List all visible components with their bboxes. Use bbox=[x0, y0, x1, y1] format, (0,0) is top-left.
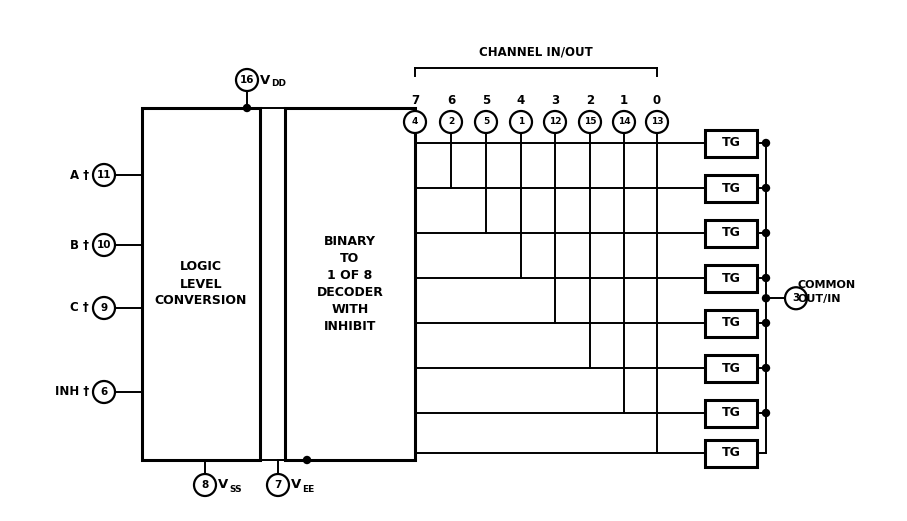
Text: V: V bbox=[291, 478, 301, 491]
Text: 4: 4 bbox=[412, 118, 418, 127]
Circle shape bbox=[440, 111, 462, 133]
Circle shape bbox=[267, 474, 289, 496]
Text: A †: A † bbox=[70, 168, 89, 181]
Text: 2: 2 bbox=[448, 118, 454, 127]
Text: 1: 1 bbox=[518, 118, 524, 127]
Text: C †: C † bbox=[70, 302, 89, 315]
Circle shape bbox=[763, 140, 769, 146]
Circle shape bbox=[763, 295, 769, 302]
Bar bbox=[705, 219, 757, 246]
Text: 3: 3 bbox=[793, 293, 800, 303]
Text: BINARY
TO
1 OF 8
DECODER
WITH
INHIBIT: BINARY TO 1 OF 8 DECODER WITH INHIBIT bbox=[317, 235, 384, 333]
Text: EE: EE bbox=[302, 485, 314, 493]
Circle shape bbox=[544, 111, 566, 133]
Text: 15: 15 bbox=[584, 118, 596, 127]
Text: B †: B † bbox=[70, 239, 89, 252]
Text: TG: TG bbox=[722, 362, 740, 375]
Bar bbox=[705, 354, 757, 381]
Text: 10: 10 bbox=[97, 240, 112, 250]
Text: 11: 11 bbox=[97, 170, 112, 180]
Circle shape bbox=[763, 410, 769, 416]
Text: 3: 3 bbox=[551, 93, 559, 106]
Bar bbox=[705, 440, 757, 466]
Text: V: V bbox=[260, 73, 270, 86]
Text: DD: DD bbox=[271, 80, 286, 89]
Text: SS: SS bbox=[229, 485, 241, 493]
Bar bbox=[705, 175, 757, 202]
Text: TG: TG bbox=[722, 227, 740, 240]
Bar bbox=[142, 108, 260, 460]
Circle shape bbox=[93, 234, 115, 256]
Text: TG: TG bbox=[722, 137, 740, 150]
Text: 9: 9 bbox=[101, 303, 108, 313]
Text: 6: 6 bbox=[447, 93, 455, 106]
Bar bbox=[705, 400, 757, 427]
Circle shape bbox=[646, 111, 668, 133]
Text: INH †: INH † bbox=[54, 386, 89, 399]
Circle shape bbox=[236, 69, 258, 91]
Text: 7: 7 bbox=[411, 93, 419, 106]
Circle shape bbox=[613, 111, 635, 133]
Text: TG: TG bbox=[722, 271, 740, 284]
Text: 5: 5 bbox=[482, 93, 490, 106]
Text: 16: 16 bbox=[239, 75, 254, 85]
Text: CHANNEL IN/OUT: CHANNEL IN/OUT bbox=[479, 45, 593, 58]
Text: 1: 1 bbox=[620, 93, 628, 106]
Bar bbox=[285, 108, 415, 460]
Text: 6: 6 bbox=[101, 387, 108, 397]
Text: 8: 8 bbox=[201, 480, 209, 490]
Circle shape bbox=[763, 229, 769, 237]
Text: 12: 12 bbox=[549, 118, 561, 127]
Circle shape bbox=[763, 319, 769, 327]
Circle shape bbox=[93, 164, 115, 186]
Text: OUT/IN: OUT/IN bbox=[798, 294, 842, 304]
Circle shape bbox=[785, 287, 807, 309]
Text: 13: 13 bbox=[650, 118, 663, 127]
Circle shape bbox=[243, 105, 250, 111]
Text: TG: TG bbox=[722, 446, 740, 460]
Text: 2: 2 bbox=[586, 93, 594, 106]
Text: 0: 0 bbox=[653, 93, 661, 106]
Text: 7: 7 bbox=[274, 480, 282, 490]
Circle shape bbox=[93, 381, 115, 403]
Bar bbox=[705, 265, 757, 292]
Circle shape bbox=[763, 184, 769, 192]
Text: TG: TG bbox=[722, 316, 740, 329]
Circle shape bbox=[404, 111, 426, 133]
Text: COMMON: COMMON bbox=[798, 280, 856, 290]
Circle shape bbox=[579, 111, 601, 133]
Circle shape bbox=[763, 365, 769, 371]
Text: V: V bbox=[218, 478, 229, 491]
Text: 4: 4 bbox=[517, 93, 525, 106]
Bar bbox=[705, 130, 757, 156]
Circle shape bbox=[763, 275, 769, 281]
Circle shape bbox=[194, 474, 216, 496]
Circle shape bbox=[510, 111, 532, 133]
Text: 14: 14 bbox=[618, 118, 630, 127]
Circle shape bbox=[304, 456, 310, 464]
Circle shape bbox=[93, 297, 115, 319]
Text: LOGIC
LEVEL
CONVERSION: LOGIC LEVEL CONVERSION bbox=[155, 260, 248, 307]
Bar bbox=[705, 309, 757, 337]
Text: TG: TG bbox=[722, 181, 740, 194]
Text: TG: TG bbox=[722, 406, 740, 419]
Circle shape bbox=[475, 111, 497, 133]
Text: 5: 5 bbox=[483, 118, 489, 127]
